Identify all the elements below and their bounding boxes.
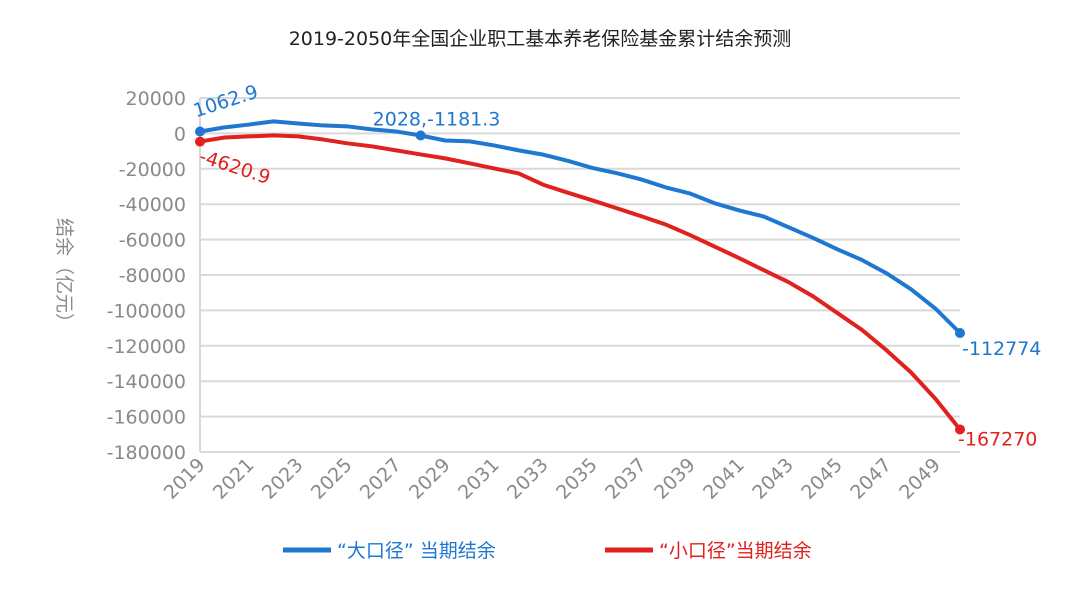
x-tick-label: 2039 [650, 454, 700, 504]
x-tick-label: 2031 [454, 454, 504, 504]
data-label: 1062.9 [191, 81, 261, 122]
y-axis-label: 结余（亿元） [53, 218, 75, 332]
x-tick-label: 2023 [258, 454, 308, 504]
series-line-0 [199, 119, 962, 335]
y-tick-label: 0 [174, 123, 186, 145]
x-tick-label: 2029 [405, 454, 455, 504]
data-point-marker [955, 424, 965, 435]
data-point-marker [955, 328, 965, 339]
y-tick-label: -80000 [119, 265, 186, 287]
y-tick-label: -40000 [119, 194, 186, 216]
series-line-1 [199, 133, 962, 431]
y-tick-label: -120000 [107, 336, 186, 358]
y-tick-label: -60000 [119, 230, 186, 252]
data-label: -4620.9 [196, 145, 273, 189]
y-tick-label: -140000 [107, 371, 186, 393]
x-tick-label: 2033 [503, 454, 553, 504]
y-tick-label: -100000 [107, 300, 186, 322]
data-point-marker [415, 130, 426, 141]
y-tick-label: -180000 [107, 442, 186, 464]
x-tick-label: 2035 [552, 454, 602, 504]
x-tick-label: 2045 [797, 454, 847, 504]
chart-title: 2019-2050年全国企业职工基本养老保险基金累计结余预测 [289, 28, 792, 50]
data-point-marker [195, 136, 205, 147]
x-tick-label: 2027 [356, 454, 406, 504]
data-point-marker [195, 126, 205, 137]
legend-label: “小口径”当期结余 [659, 540, 812, 562]
x-tick-label: 2043 [748, 454, 798, 504]
data-label: 2028,-1181.3 [373, 108, 501, 130]
y-tick-label: -20000 [119, 159, 186, 181]
x-tick-label: 2025 [307, 454, 357, 504]
legend-label: “大口径” 当期结余 [337, 540, 496, 562]
data-label: -112774 [962, 338, 1041, 360]
x-tick-label: 2049 [895, 454, 945, 504]
x-tick-label: 2021 [209, 454, 259, 504]
y-tick-label: 20000 [126, 88, 186, 110]
y-tick-label: -160000 [107, 407, 186, 429]
data-label: -167270 [958, 428, 1037, 450]
x-tick-label: 2037 [601, 454, 651, 504]
x-tick-label: 2041 [699, 454, 749, 504]
x-tick-label: 2047 [846, 454, 896, 504]
